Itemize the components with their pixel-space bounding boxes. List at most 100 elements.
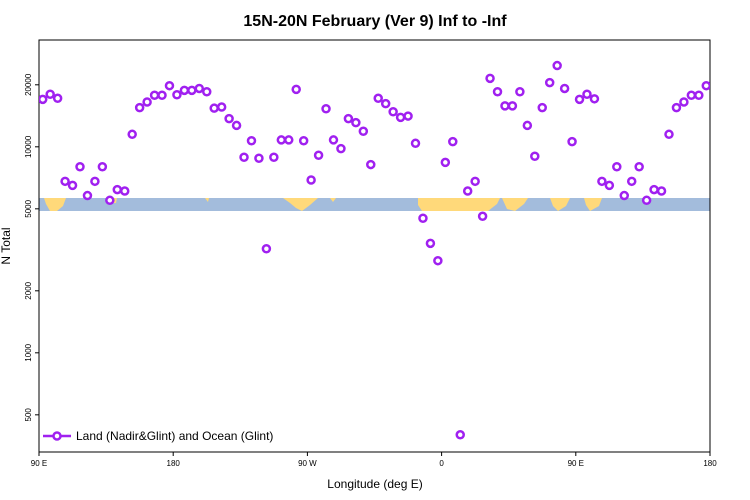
data-point-2 xyxy=(52,93,63,104)
data-point-66 xyxy=(530,151,540,161)
data-point-39 xyxy=(328,135,339,145)
data-point-9 xyxy=(105,195,115,206)
data-point-38 xyxy=(321,104,331,114)
ocean-band xyxy=(39,198,710,211)
data-point-64 xyxy=(515,87,525,97)
data-point-51 xyxy=(418,213,428,224)
data-point-62 xyxy=(500,101,510,111)
data-point-87 xyxy=(686,90,697,100)
land-patch-seasia xyxy=(584,198,602,211)
data-point-27 xyxy=(239,152,249,162)
y-tick-label-0: 500 xyxy=(24,408,33,422)
data-point-36 xyxy=(306,175,316,185)
data-point-58 xyxy=(470,176,480,187)
data-point-85 xyxy=(671,102,682,113)
data-points xyxy=(39,60,710,440)
data-point-13 xyxy=(134,102,145,113)
data-point-41 xyxy=(343,113,354,124)
land-patch-mexico xyxy=(283,198,318,211)
data-point-78 xyxy=(619,190,630,201)
x-tick-label-2: 90 W xyxy=(298,459,317,468)
data-point-7 xyxy=(90,176,100,187)
y-tick-label-2: 2000 xyxy=(24,281,33,299)
land-ocean-band xyxy=(39,198,710,211)
plot-frame xyxy=(38,39,711,453)
data-point-49 xyxy=(403,111,413,121)
data-point-20 xyxy=(187,85,197,96)
data-point-69 xyxy=(552,60,562,71)
data-point-3 xyxy=(60,176,70,187)
data-point-8 xyxy=(97,162,108,172)
data-point-16 xyxy=(157,90,167,100)
data-point-32 xyxy=(276,135,287,145)
data-point-73 xyxy=(582,89,592,99)
x-tick-label-5: 180 xyxy=(703,459,717,468)
land-patch-asia xyxy=(44,198,66,211)
data-point-37 xyxy=(313,150,324,161)
data-point-56 xyxy=(455,430,465,440)
data-point-68 xyxy=(544,77,555,88)
data-point-21 xyxy=(194,83,205,94)
data-point-57 xyxy=(462,186,473,196)
data-point-23 xyxy=(209,103,219,113)
data-point-11 xyxy=(119,186,130,196)
data-point-48 xyxy=(395,112,406,123)
land-patch-arabia xyxy=(502,198,528,211)
data-point-28 xyxy=(246,136,257,146)
data-point-60 xyxy=(485,73,495,84)
y-tick-label-4: 10000 xyxy=(24,135,33,158)
data-point-89 xyxy=(701,80,710,91)
data-point-88 xyxy=(694,90,704,100)
data-point-59 xyxy=(477,211,488,222)
data-point-26 xyxy=(231,120,242,131)
x-tick-label-3: 0 xyxy=(439,459,444,468)
data-point-29 xyxy=(254,153,264,164)
data-point-18 xyxy=(172,89,182,100)
data-point-14 xyxy=(142,97,152,107)
data-point-82 xyxy=(649,184,659,195)
x-tick-label-1: 180 xyxy=(167,459,181,468)
data-point-31 xyxy=(269,152,279,162)
data-point-55 xyxy=(448,136,458,147)
data-point-5 xyxy=(75,162,85,172)
data-point-75 xyxy=(597,176,607,187)
data-point-1 xyxy=(45,89,55,99)
data-point-71 xyxy=(567,136,577,147)
data-point-35 xyxy=(298,136,309,146)
data-point-83 xyxy=(656,186,667,196)
data-point-53 xyxy=(433,255,443,266)
data-point-44 xyxy=(366,159,376,170)
data-point-72 xyxy=(574,94,585,105)
data-point-45 xyxy=(373,93,383,104)
data-point-67 xyxy=(537,102,547,113)
data-point-33 xyxy=(284,135,294,145)
data-point-12 xyxy=(127,129,137,140)
data-point-47 xyxy=(388,106,398,117)
legend-label: Land (Nadir&Glint) and Ocean (Glint) xyxy=(76,429,273,443)
data-point-76 xyxy=(604,180,615,191)
data-point-43 xyxy=(358,126,369,137)
data-point-84 xyxy=(664,129,674,140)
land-patch-caribbean xyxy=(330,198,336,202)
y-tick-label-3: 5000 xyxy=(24,199,33,217)
data-point-63 xyxy=(507,101,518,111)
data-point-86 xyxy=(679,97,689,107)
data-point-25 xyxy=(224,113,234,124)
land-patch-hawaii xyxy=(205,198,209,202)
data-point-50 xyxy=(410,138,421,149)
y-tick-label-5: 20000 xyxy=(24,73,33,96)
data-point-4 xyxy=(67,180,78,191)
x-axis-label: Longitude (deg E) xyxy=(327,477,422,491)
land-patches xyxy=(44,198,602,211)
data-point-74 xyxy=(589,94,600,104)
y-tick-label-1: 1000 xyxy=(24,343,33,361)
data-point-22 xyxy=(202,87,212,97)
data-point-30 xyxy=(261,244,272,254)
data-point-46 xyxy=(380,98,391,109)
data-point-77 xyxy=(612,162,622,172)
data-point-54 xyxy=(440,157,451,168)
data-point-0 xyxy=(39,94,48,105)
data-point-81 xyxy=(641,195,652,206)
x-tick-label-0: 90 E xyxy=(31,459,47,468)
